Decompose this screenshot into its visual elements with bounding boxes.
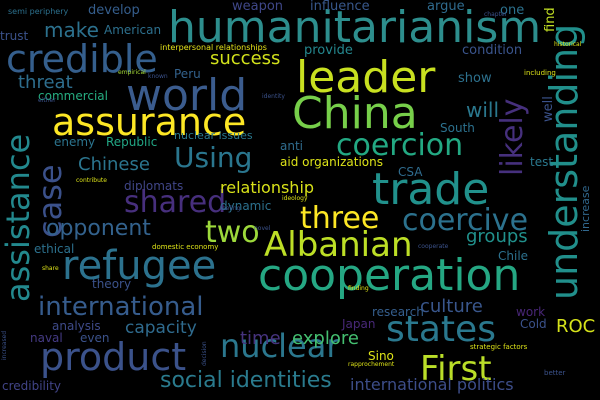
- word-social-identities: social identities: [160, 368, 332, 393]
- word-novel: novel: [254, 225, 271, 232]
- word-china: China: [292, 88, 418, 139]
- word-condition: condition: [462, 43, 523, 58]
- word-success: success: [210, 48, 281, 69]
- word-either: either: [38, 97, 56, 104]
- word-aid-organizations: aid organizations: [280, 155, 383, 169]
- word-csa: CSA: [398, 165, 423, 179]
- word-domestic-economy: domestic economy: [152, 243, 219, 251]
- word-naval: naval: [30, 331, 63, 345]
- word-time: time: [240, 328, 281, 349]
- word-anti: anti: [280, 139, 303, 153]
- word-interpersonal-relationships: interpersonal relationships: [160, 43, 267, 52]
- word-cooperation: cooperation: [258, 250, 521, 301]
- word-chile: Chile: [498, 249, 529, 263]
- word-international-politics: international politics: [350, 375, 514, 394]
- word-likely: likely: [495, 98, 530, 176]
- word-international: international: [38, 292, 204, 322]
- word-develop: develop: [88, 3, 140, 18]
- word-strategic-factors: strategic factors: [470, 343, 528, 351]
- word-historical: historical: [554, 41, 582, 48]
- word-cold: Cold: [520, 317, 547, 331]
- word-commercial: commercial: [38, 89, 108, 103]
- word-empirical: empirical: [118, 69, 146, 76]
- word-refugee: refugee: [62, 243, 217, 289]
- word-chapter: chapter: [484, 11, 508, 18]
- word-republic: Republic: [106, 135, 158, 149]
- word-rapprochement: rapprochement: [348, 361, 395, 368]
- word-explore: explore: [292, 328, 359, 349]
- word-relationship: relationship: [220, 178, 315, 197]
- word-dynamic: dynamic: [220, 199, 272, 213]
- word-semi-periphery: semi periphery: [8, 7, 69, 16]
- word-two: two: [205, 215, 260, 250]
- word-cooperate: cooperate: [418, 243, 449, 250]
- word-peru: Peru: [174, 67, 201, 81]
- word-increase: increase: [579, 185, 592, 232]
- word-increased: increased: [1, 330, 8, 360]
- word-identity: identity: [262, 93, 285, 100]
- word-well: well: [541, 96, 556, 122]
- word-south: South: [440, 121, 475, 135]
- word-first: First: [420, 349, 492, 389]
- word-american: American: [104, 23, 162, 37]
- word-japan: Japan: [342, 317, 376, 331]
- word-opponent: opponent: [46, 216, 151, 241]
- word-humanitarianism: humanitarianism: [168, 2, 542, 53]
- word-albanian: Albanian: [264, 225, 413, 265]
- word-find: find: [543, 7, 558, 32]
- word-three: three: [300, 201, 380, 236]
- word-show: show: [458, 71, 492, 86]
- word-credible: credible: [6, 37, 158, 81]
- word-capacity: capacity: [125, 318, 197, 338]
- word-test: test: [530, 155, 554, 169]
- word-share: share: [42, 265, 59, 272]
- word-product: product: [40, 335, 187, 379]
- word-diplomats: diplomats: [124, 179, 184, 193]
- word-will: will: [466, 98, 500, 122]
- word-contribute: contribute: [76, 177, 107, 184]
- word-provide: provide: [304, 43, 353, 58]
- word-work: work: [516, 305, 546, 319]
- word-research: research: [372, 305, 424, 319]
- word-feeling: feeling: [220, 205, 241, 212]
- word-finding: finding: [348, 285, 369, 292]
- word-trade: trade: [372, 164, 490, 215]
- word-sino: Sino: [368, 349, 394, 363]
- word-culture: culture: [420, 296, 483, 317]
- word-shared: shared: [124, 185, 227, 220]
- word-assistance: assistance: [0, 133, 37, 302]
- word-coercion: coercion: [336, 128, 464, 163]
- word-argue: argue: [427, 0, 465, 14]
- word-credibility: credibility: [2, 379, 62, 393]
- word-theory: theory: [92, 277, 132, 291]
- word-using: Using: [174, 141, 253, 174]
- word-decision: decision: [201, 341, 208, 366]
- word-influence: influence: [310, 0, 370, 14]
- word-analysis: analysis: [52, 319, 101, 333]
- word-groups: groups: [466, 226, 528, 247]
- word-coercive: coercive: [402, 203, 529, 238]
- word-weapon: weapon: [232, 0, 284, 14]
- word-known: known: [148, 73, 168, 80]
- word-nuclear-issues: nuclear issues: [174, 129, 253, 142]
- word-leader: leader: [296, 52, 436, 103]
- word-even: even: [80, 331, 110, 345]
- word-better: better: [544, 369, 566, 377]
- word-chinese: Chinese: [78, 154, 150, 175]
- word-ethical: ethical: [34, 242, 75, 256]
- word-trust: trust: [0, 29, 29, 43]
- word-states: states: [386, 309, 496, 350]
- word-world: world: [126, 70, 248, 121]
- word-one: one: [500, 3, 525, 18]
- word-roc: ROC: [556, 316, 596, 337]
- word-threat: threat: [18, 72, 73, 93]
- word-assurance: assurance: [52, 100, 247, 144]
- word-ideology: ideology: [282, 195, 308, 202]
- word-nuclear: nuclear: [220, 327, 340, 365]
- word-make: make: [44, 18, 99, 42]
- word-including: including: [524, 69, 556, 77]
- word-enemy: enemy: [54, 135, 96, 149]
